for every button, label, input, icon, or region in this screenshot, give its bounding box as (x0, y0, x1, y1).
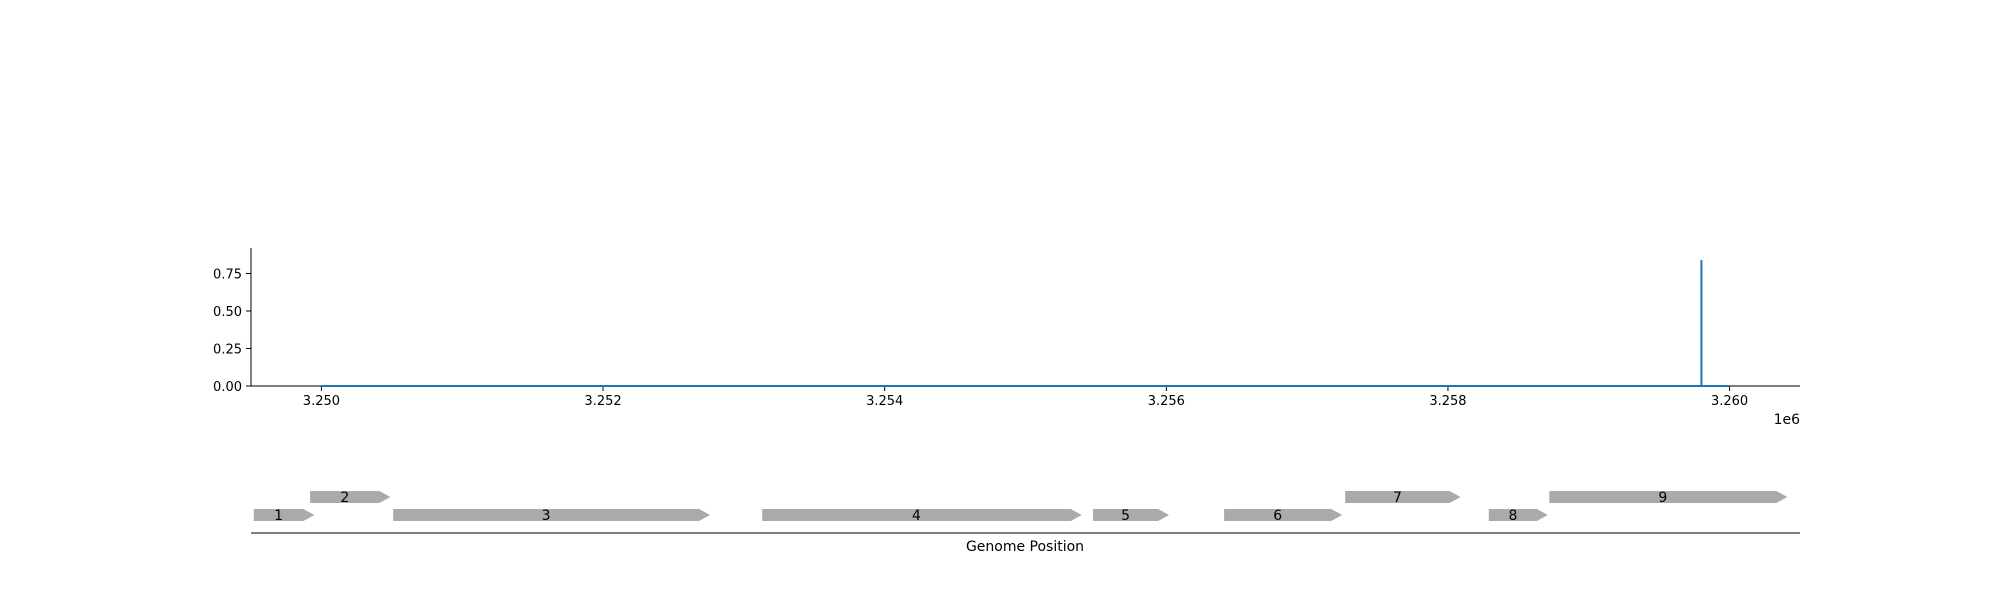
gene-map: 1 2 3 4 5 6 7 8 9 Genome Position (251, 490, 1800, 555)
y-tick-label: 0.50 (213, 305, 242, 320)
y-ticks: 0.00 0.25 0.50 0.75 (213, 268, 251, 395)
gene-label-8: 8 (1508, 508, 1517, 524)
genes-layer: 1 2 3 4 5 6 7 8 9 (253, 490, 1788, 524)
x-ticks: 3.250 3.252 3.254 3.256 3.258 3.260 (303, 386, 1748, 409)
gene-arrow-6 (1224, 509, 1343, 521)
signal-series-line (321, 260, 1730, 387)
gene-arrow-2 (310, 491, 391, 503)
gene-label-7: 7 (1393, 490, 1402, 506)
gene-label-2: 2 (340, 490, 349, 506)
gene-label-9: 9 (1658, 490, 1667, 506)
gene-label-5: 5 (1121, 508, 1130, 524)
signal-plot: 0.000.250.500.75 3.250 3.252 3.254 3.256 3.2… (213, 248, 1800, 428)
x-offset-label: 1e6 (1774, 412, 1801, 428)
gene-label-1: 1 (274, 508, 283, 524)
gene-label-3: 3 (542, 508, 551, 524)
series-layer (321, 260, 1730, 387)
x-tick-label: 3.250 (303, 394, 340, 409)
gene-arrow-8 (1488, 509, 1548, 521)
gene-label-4: 4 (912, 508, 921, 524)
y-tick-label: 0.25 (213, 343, 242, 358)
gene-x-axis-label: Genome Position (966, 539, 1084, 555)
gene-arrow-9 (1549, 491, 1788, 503)
gene-arrow-7 (1345, 491, 1461, 503)
gene-arrow-5 (1093, 509, 1170, 521)
x-tick-label: 3.252 (584, 394, 621, 409)
gene-arrow-1 (253, 509, 315, 521)
gene-arrow-4 (762, 509, 1082, 521)
gene-arrow-3 (393, 509, 711, 521)
x-tick-label: 3.260 (1711, 394, 1748, 409)
gene-label-6: 6 (1273, 508, 1282, 524)
x-tick-label: 3.256 (1148, 394, 1185, 409)
y-tick-label: 0.00 (213, 380, 242, 395)
x-tick-label: 3.258 (1429, 394, 1466, 409)
x-tick-label: 3.254 (866, 394, 903, 409)
y-tick-label: 0.75 (213, 268, 242, 283)
